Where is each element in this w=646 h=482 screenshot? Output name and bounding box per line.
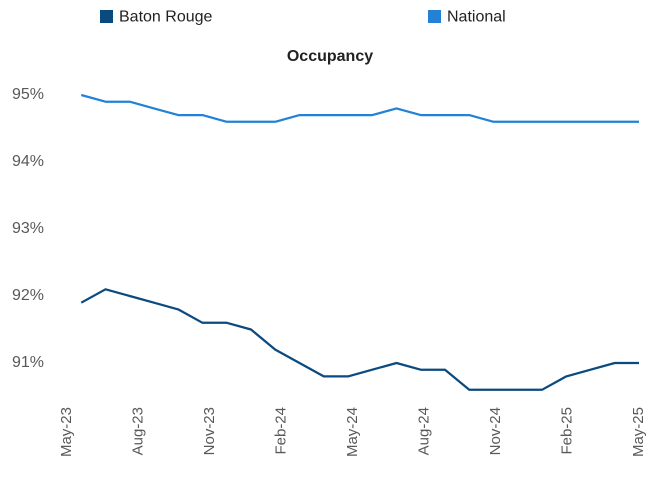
- y-tick-label: 93%: [12, 220, 44, 237]
- y-tick-label: 95%: [12, 86, 44, 103]
- x-tick-label: May-24: [344, 407, 361, 457]
- line-series: [80, 288, 639, 391]
- legend-swatch: [100, 10, 113, 23]
- x-tick-label: Feb-24: [272, 407, 289, 455]
- line-series: [80, 93, 639, 123]
- x-tick-label: Nov-24: [487, 407, 504, 455]
- x-tick-label: Nov-23: [201, 407, 218, 455]
- x-tick-label: Feb-25: [558, 407, 575, 455]
- chart-title: Occupancy: [287, 48, 373, 65]
- legend-label: National: [447, 9, 506, 26]
- y-tick-label: 94%: [12, 153, 44, 170]
- legend-label: Baton Rouge: [119, 9, 213, 26]
- x-tick-label: Aug-24: [415, 407, 432, 455]
- y-tick-label: 91%: [12, 354, 44, 371]
- x-tick-label: May-23: [58, 407, 75, 457]
- x-tick-label: Aug-23: [129, 407, 146, 455]
- y-tick-label: 92%: [12, 287, 44, 304]
- legend-swatch: [428, 10, 441, 23]
- x-tick-label: May-25: [630, 407, 646, 457]
